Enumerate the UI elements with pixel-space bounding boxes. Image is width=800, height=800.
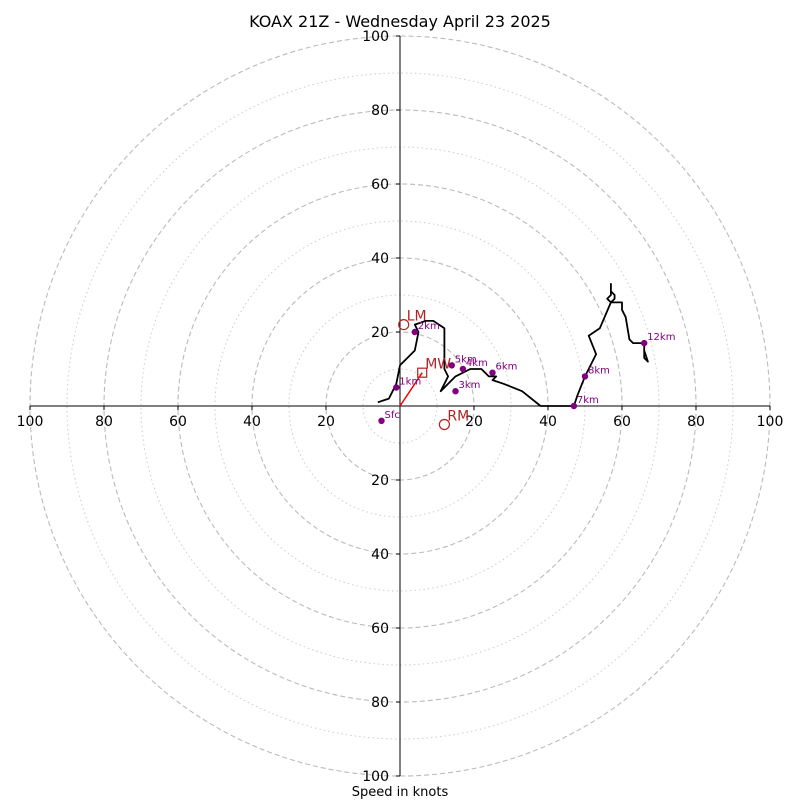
y-tick-label: 20 [371,473,389,489]
storm-motion-marker-RM [438,418,450,431]
x-tick-label: 100 [17,414,44,430]
x-tick-label: 20 [465,414,483,430]
storm-motion-markers: LM MW RM [398,309,469,431]
height-marker-Sfc [378,417,385,424]
height-marker-1km [393,384,400,391]
y-tick-label: 100 [362,769,389,785]
height-label-2km: 2km [418,321,440,332]
y-tick-label: 80 [371,695,389,711]
height-label-6km: 6km [496,362,518,373]
height-label-4km: 4km [466,358,488,369]
height-label-8km: 8km [588,365,610,376]
tick-labels: 100 100 80 80 60 60 40 40 20 20 20 20 40 40 60 60 80 80 10… [17,29,784,785]
storm-motion-label-LM: LM [407,309,427,325]
y-tick-label: 20 [371,325,389,341]
height-marker-6km [489,369,496,376]
y-tick-label: 80 [371,103,389,119]
x-axis-label: Speed in knots [352,785,449,800]
x-tick-label: 100 [757,414,784,430]
height-marker-12km [641,339,648,347]
chart-title: KOAX 21Z - Wednesday April 23 2025 [249,12,551,31]
x-tick-label: 80 [687,414,705,430]
height-label-1km: 1km [399,377,421,388]
height-marker-5km [448,362,455,369]
x-tick-label: 40 [539,414,557,430]
y-tick-label: 60 [371,621,389,637]
height-label-3km: 3km [459,380,481,391]
mean-wind-vector [399,372,423,407]
hodograph-line [377,283,649,407]
y-tick-label: 60 [371,177,389,193]
height-marker-4km [459,365,467,373]
height-label-7km: 7km [577,395,599,406]
height-marker-7km [570,402,578,410]
height-marker-3km [452,388,459,395]
y-tick-label: 100 [362,29,389,45]
storm-motion-marker-MW [417,367,428,378]
x-tick-label: 60 [169,414,187,430]
height-label-Sfc: Sfc [385,410,400,421]
height-label-12km: 12km [647,332,675,343]
height-marker-2km [411,328,418,336]
x-tick-label: 20 [317,414,335,430]
x-tick-label: 40 [243,414,261,430]
x-tick-label: 80 [95,414,113,430]
storm-motion-label-MW: MW [425,357,451,373]
height-label-5km: 5km [455,354,477,365]
storm-motion-marker-LM [398,319,410,331]
storm-motion-label-RM: RM [447,409,469,425]
y-tick-label: 40 [371,547,389,563]
y-tick-label: 40 [371,251,389,267]
height-marker-8km [581,373,589,380]
x-tick-label: 60 [613,414,631,430]
hodograph-series [377,283,649,407]
